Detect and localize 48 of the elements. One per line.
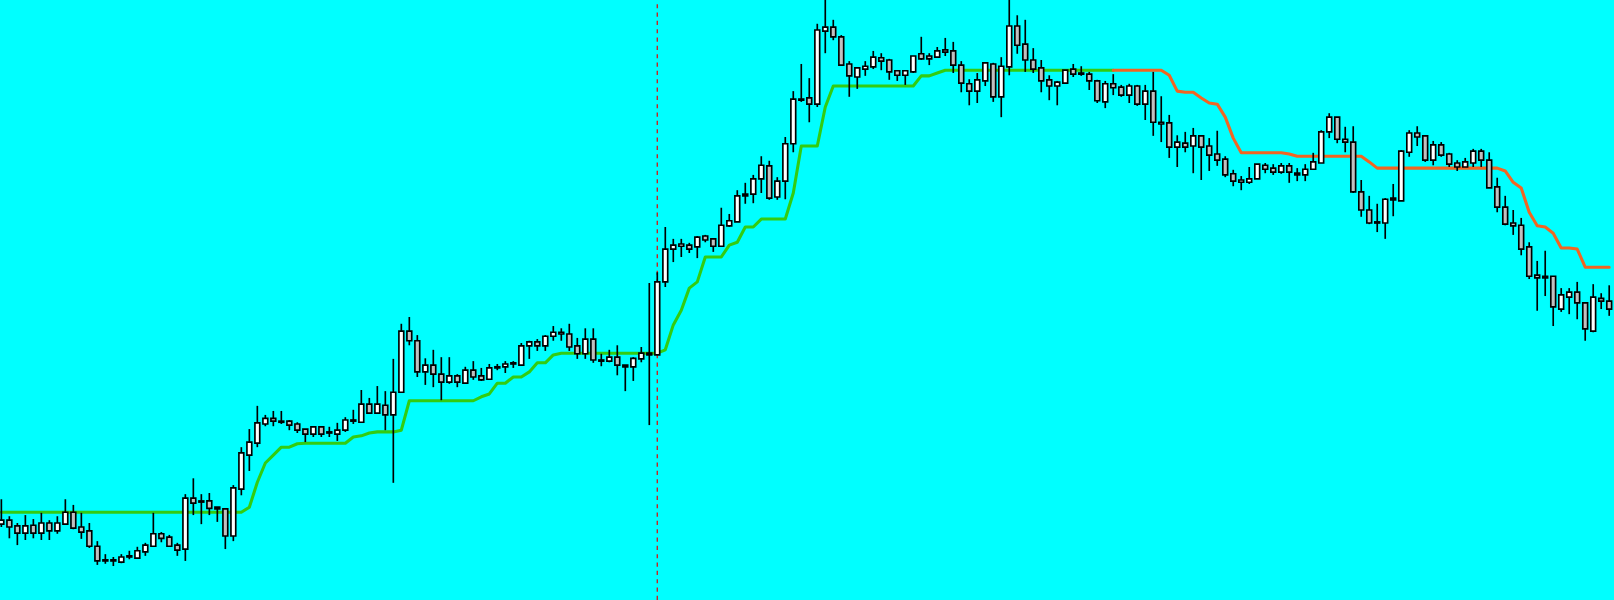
candlestick [1477, 148, 1485, 168]
candlestick [1142, 84, 1149, 121]
candlestick [1214, 129, 1221, 167]
candlestick [1365, 195, 1373, 225]
candlestick [1174, 134, 1181, 168]
candlestick [1357, 179, 1365, 218]
candlestick [1285, 162, 1293, 184]
candlestick [1413, 125, 1421, 147]
candlestick [1517, 217, 1525, 257]
candlestick [1102, 80, 1109, 109]
candlestick [1405, 129, 1413, 158]
candlestick [958, 60, 965, 94]
candlestick [1206, 137, 1213, 172]
candlestick [1198, 134, 1205, 181]
candlestick [1333, 116, 1341, 145]
candlestick [950, 41, 957, 74]
candlestick [1222, 155, 1229, 179]
candlestick [1190, 127, 1197, 175]
candlestick [1030, 47, 1037, 74]
candlestick [1086, 71, 1093, 91]
candlestick [1182, 131, 1189, 154]
candlestick [1054, 80, 1061, 107]
candlestick [1038, 59, 1045, 94]
candlestick [1429, 140, 1437, 167]
candlestick [1022, 18, 1029, 73]
candlestick [1046, 74, 1053, 102]
candlestick [1565, 287, 1573, 315]
candlestick [1493, 176, 1501, 214]
candlestick [1573, 281, 1581, 321]
candlestick [1158, 95, 1165, 143]
candlestick [1605, 284, 1613, 317]
candlestick [1126, 82, 1133, 104]
candlestick [1509, 209, 1517, 236]
candlestick [1501, 195, 1509, 227]
candlestick [1110, 73, 1117, 96]
candlestick [1014, 14, 1021, 55]
candlestick [1533, 260, 1541, 312]
candlestick [1469, 148, 1477, 168]
candlestick [1381, 197, 1389, 240]
candlestick [1325, 112, 1333, 139]
candlestick [1389, 183, 1397, 218]
candlestick [1557, 287, 1565, 313]
candlestick [982, 61, 989, 87]
candlestick [1541, 249, 1549, 297]
candlestick [974, 72, 981, 104]
candlestick [966, 78, 973, 107]
candlestick [1373, 202, 1381, 233]
candlestick [1341, 125, 1349, 154]
